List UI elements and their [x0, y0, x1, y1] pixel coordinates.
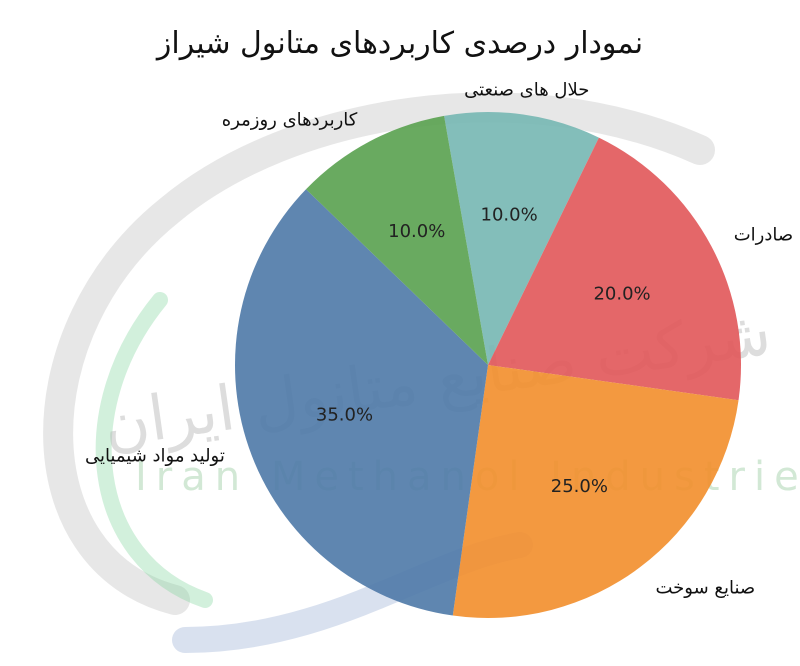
pie-slice [234, 189, 488, 616]
category-labels: حلال های صنعتی صادرات صنایع سوخت تولید مواد… [85, 79, 793, 598]
pie-slice [452, 365, 739, 618]
pie-slices [234, 112, 741, 618]
category-label: صنایع سوخت [655, 577, 755, 598]
category-label: صادرات [734, 224, 793, 245]
percent-label: 35.0% [316, 404, 373, 425]
category-label: کاربردهای روزمره [222, 109, 358, 130]
chart-title: نمودار درصدی کاربردهای متانول شیراز [155, 26, 643, 61]
pie-slice [306, 115, 488, 366]
watermark-swoosh-green [95, 292, 213, 608]
watermark-swoosh-gray [43, 92, 715, 615]
category-label: تولید مواد شیمیایی [85, 446, 225, 467]
percent-label: 20.0% [593, 284, 650, 305]
percent-label: 10.0% [388, 221, 445, 242]
pie-slice [444, 112, 599, 365]
percent-label: 10.0% [481, 205, 538, 226]
percent-label: 25.0% [551, 476, 608, 497]
category-label: حلال های صنعتی [464, 79, 589, 100]
percent-labels: 10.0% 20.0% 25.0% 35.0% 10.0% [316, 205, 651, 498]
pie-slice [488, 137, 741, 401]
